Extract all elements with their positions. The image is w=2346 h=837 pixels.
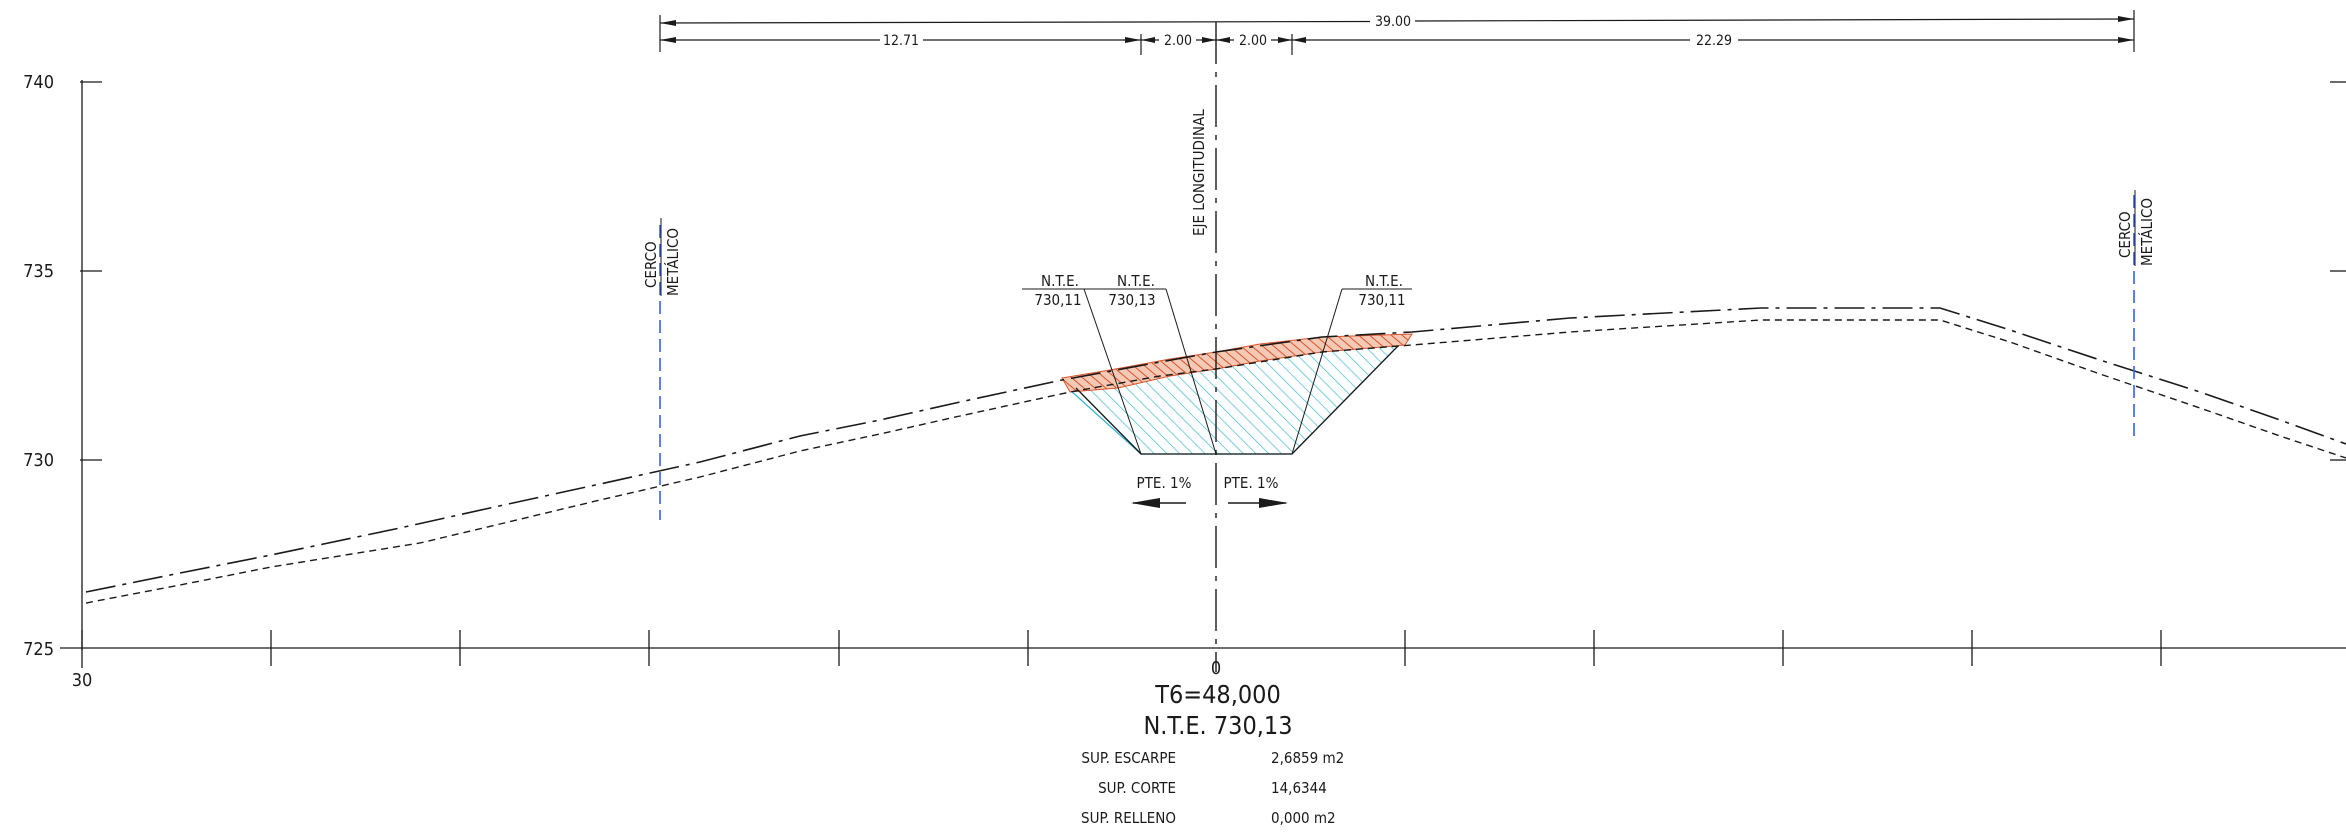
dimension-center-right: 2.00 (1239, 33, 1267, 49)
fence-right-label-line1: CERCO (2116, 211, 2134, 258)
section-row-value-2: 14,6344 (1271, 779, 1327, 797)
base-line (60, 630, 2346, 668)
section-row-label-3: SUP. RELLENO (1081, 809, 1176, 827)
section-row-value-1: 2,6859 m2 (1271, 749, 1344, 767)
nte-callout-1-value: 730,11 (1034, 291, 1081, 309)
nte-callout-2-value: 730,13 (1108, 291, 1155, 309)
section-row-value-3: 0,000 m2 (1271, 809, 1336, 827)
nte-callout-2-title: N.T.E. (1117, 272, 1155, 290)
station-start-label: 30 (72, 670, 93, 691)
fence-right-label-line2: METÁLICO (2137, 198, 2156, 266)
slope-right-arrow (1228, 498, 1288, 508)
elevation-label-725: 725 (23, 639, 54, 660)
dimension-left: 12.71 (883, 33, 919, 49)
elevation-label-735: 735 (23, 261, 54, 282)
section-level: N.T.E. 730,13 (1143, 711, 1292, 740)
fence-left-label-line2: METÁLICO (663, 228, 682, 296)
elevation-label-740: 740 (23, 72, 54, 93)
slope-right-label: PTE. 1% (1224, 474, 1279, 492)
fence-left-label: CERCO METÁLICO (642, 228, 682, 296)
fence-right-label: CERCO METÁLICO (2116, 198, 2156, 266)
nte-callout-3-value: 730,11 (1358, 291, 1405, 309)
fence-left-label-line1: CERCO (642, 241, 660, 288)
section-row-label-1: SUP. ESCARPE (1081, 749, 1176, 767)
elevation-label-730: 730 (23, 450, 54, 471)
dimension-total: 39.00 (1375, 14, 1411, 30)
nte-callout-3-title: N.T.E. (1365, 272, 1403, 290)
section-station: T6=48,000 (1154, 680, 1281, 709)
dimension-right: 22.29 (1696, 33, 1732, 49)
slope-left-arrow (1131, 498, 1186, 508)
slope-left-label: PTE. 1% (1137, 474, 1192, 492)
nte-callout-1-title: N.T.E. (1041, 272, 1079, 290)
dimension-center-left: 2.00 (1164, 33, 1192, 49)
centerline-label: EJE LONGITUDINAL (1190, 109, 1208, 236)
section-row-label-2: SUP. CORTE (1098, 779, 1176, 797)
